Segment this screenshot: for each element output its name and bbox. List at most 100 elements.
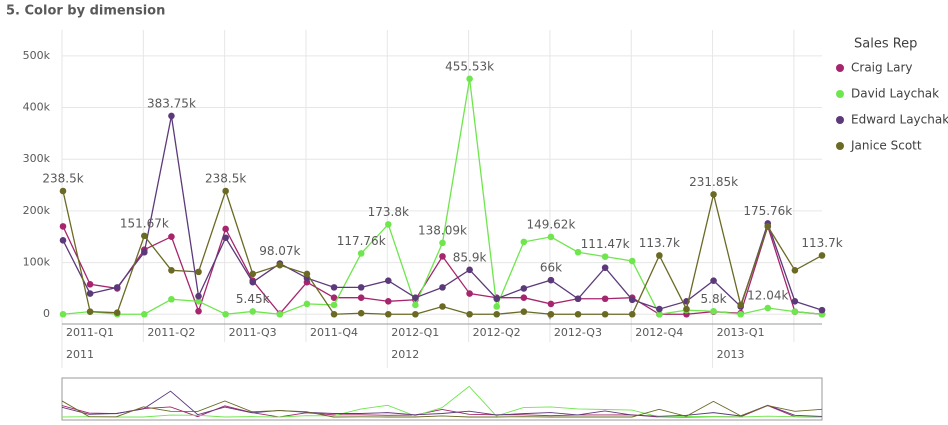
navigator-line <box>61 400 823 418</box>
point <box>439 284 446 291</box>
point <box>764 223 772 230</box>
point <box>574 310 582 318</box>
value-label: 151.67k <box>120 216 169 230</box>
point <box>357 294 365 302</box>
point <box>520 285 528 292</box>
point <box>439 239 446 247</box>
value-label: 113.7k <box>801 236 842 250</box>
legend-marker <box>836 64 844 72</box>
point <box>222 187 229 195</box>
point <box>520 294 528 302</box>
point <box>493 310 501 318</box>
point <box>412 310 419 318</box>
value-label: 231.85k <box>689 175 738 189</box>
point <box>330 284 338 291</box>
point <box>195 268 202 276</box>
x-tick-label: 2011-Q4 <box>310 326 358 339</box>
value-label: 383.75k <box>147 96 196 110</box>
legend-label: Edward Laychak <box>851 113 948 127</box>
point <box>547 310 555 318</box>
y-tick-label: 500k <box>23 49 51 62</box>
point <box>195 292 202 300</box>
point <box>493 303 501 310</box>
value-label: 138.09k <box>418 223 467 237</box>
navigator-line <box>61 385 823 418</box>
point <box>303 270 311 278</box>
value-label: 173.8k <box>368 205 409 219</box>
legend-marker <box>836 116 844 124</box>
point <box>412 301 419 309</box>
point <box>384 298 392 305</box>
point <box>439 303 446 310</box>
point <box>818 252 826 259</box>
point <box>547 300 555 308</box>
point <box>276 310 284 318</box>
point <box>466 75 473 83</box>
point <box>249 308 257 315</box>
value-label: 98.07k <box>259 244 300 258</box>
point <box>168 112 175 120</box>
legend-label: Craig Lary <box>851 61 913 75</box>
y-tick-label: 300k <box>23 152 51 165</box>
point <box>547 233 555 241</box>
point <box>466 290 473 297</box>
point <box>357 250 365 257</box>
x-year-label: 2011 <box>66 348 94 361</box>
legend-label: Janice Scott <box>850 139 922 153</box>
value-label: 66k <box>540 261 562 275</box>
value-label: 12.04k <box>747 289 788 303</box>
point <box>737 310 744 318</box>
point <box>493 295 501 303</box>
point <box>276 261 284 269</box>
point <box>466 310 473 318</box>
point <box>384 310 392 318</box>
point <box>601 264 609 272</box>
point <box>168 233 175 241</box>
point <box>412 294 419 302</box>
point <box>439 253 446 260</box>
point <box>86 280 94 288</box>
point <box>222 234 229 242</box>
point <box>737 301 744 309</box>
value-label: 5.8k <box>701 292 727 306</box>
x-tick-label: 2011-Q1 <box>66 326 114 339</box>
x-tick-label: 2011-Q3 <box>229 326 277 339</box>
point <box>113 284 121 291</box>
value-label: 113.7k <box>639 236 680 250</box>
point <box>656 305 663 313</box>
legend-title: Sales Rep <box>854 37 917 52</box>
point <box>520 308 528 315</box>
value-label: 175.76k <box>743 204 792 218</box>
x-year-label: 2012 <box>391 348 419 361</box>
point <box>141 232 148 240</box>
point <box>574 295 582 303</box>
value-label: 238.5k <box>205 171 246 185</box>
point <box>330 301 338 309</box>
series-line <box>62 78 823 315</box>
legend-marker <box>836 142 844 150</box>
point <box>791 267 799 274</box>
point <box>357 309 365 317</box>
point <box>195 298 202 305</box>
point <box>303 300 311 308</box>
point <box>710 307 717 315</box>
point <box>222 310 229 318</box>
point <box>113 309 121 316</box>
y-tick-label: 200k <box>23 204 51 217</box>
point <box>710 191 717 198</box>
value-label: 455.53k <box>445 59 494 73</box>
y-tick-label: 100k <box>23 256 51 269</box>
point <box>195 307 202 315</box>
point <box>628 296 636 304</box>
point <box>59 223 67 230</box>
point <box>520 238 528 246</box>
point <box>656 310 663 318</box>
value-label: 5.45k <box>236 292 270 306</box>
point <box>547 276 555 284</box>
value-label: 85.9k <box>453 250 487 264</box>
point <box>59 187 67 195</box>
x-year-label: 2013 <box>717 348 745 361</box>
point <box>656 252 663 259</box>
point <box>330 310 338 318</box>
